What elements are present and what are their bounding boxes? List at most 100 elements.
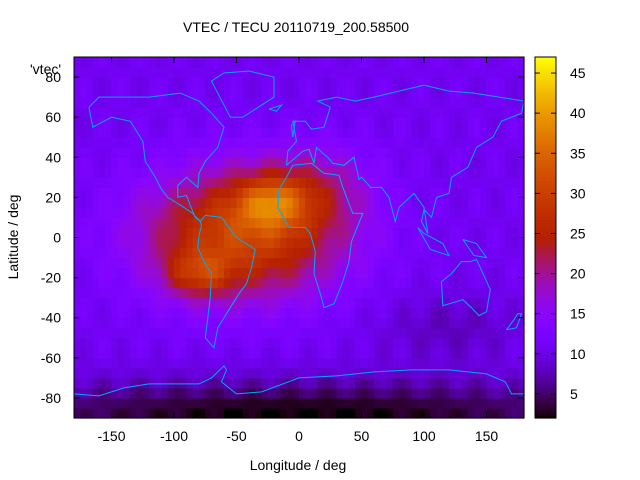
heatmap-cell: [217, 107, 225, 118]
heatmap-cell: [230, 287, 238, 299]
heatmap-cell: [174, 407, 181, 419]
heatmap-cell: [267, 57, 275, 68]
heatmap-cell: [517, 57, 525, 68]
heatmap-cell: [492, 297, 500, 309]
heatmap-cell: [117, 147, 125, 158]
heatmap-cell: [367, 277, 375, 289]
heatmap-cell: [86, 97, 94, 108]
heatmap-cell: [430, 197, 438, 209]
heatmap-cell: [499, 267, 506, 279]
heatmap-cell: [224, 157, 231, 168]
heatmap-cell: [142, 87, 150, 98]
heatmap-cell: [236, 367, 244, 379]
heatmap-cell: [149, 227, 156, 239]
heatmap-cell: [330, 237, 338, 249]
heatmap-cell: [174, 367, 181, 379]
heatmap-cell: [467, 297, 475, 309]
heatmap-cell: [74, 87, 81, 98]
heatmap-cell: [361, 237, 369, 249]
heatmap-cell: [117, 337, 125, 349]
heatmap-cell: [92, 227, 100, 239]
heatmap-cell: [455, 227, 463, 239]
heatmap-cell: [336, 167, 344, 178]
heatmap-cell: [461, 377, 469, 389]
heatmap-cell: [242, 407, 250, 419]
heatmap-cell: [130, 177, 138, 188]
heatmap-cell: [280, 137, 288, 148]
heatmap-cell: [236, 197, 244, 209]
heatmap-cell: [317, 127, 325, 138]
heatmap-cell: [167, 297, 175, 309]
heatmap-cell: [236, 127, 244, 138]
color-scale-tick-label: 5: [570, 386, 578, 402]
heatmap-cell: [199, 97, 206, 108]
heatmap-cell: [374, 67, 381, 78]
heatmap-cell: [292, 367, 300, 379]
heatmap-cell: [305, 217, 313, 229]
color-scale-step: [535, 321, 556, 326]
heatmap-cell: [299, 157, 306, 168]
heatmap-cell: [292, 57, 300, 68]
heatmap-cell: [474, 277, 481, 289]
heatmap-cell: [399, 207, 406, 219]
heatmap-cell: [86, 127, 94, 138]
heatmap-cell: [517, 157, 525, 168]
heatmap-cell: [455, 117, 463, 128]
heatmap-cell: [505, 237, 513, 249]
heatmap-cell: [511, 317, 519, 329]
heatmap-cell: [74, 207, 81, 219]
heatmap-cell: [192, 327, 200, 339]
heatmap-cell: [249, 117, 256, 128]
heatmap-cell: [142, 347, 150, 359]
heatmap-cell: [299, 377, 306, 389]
heatmap-cell: [80, 127, 88, 138]
heatmap-cell: [411, 287, 419, 299]
heatmap-cell: [374, 337, 381, 349]
heatmap-cell: [186, 237, 194, 249]
color-scale-step: [535, 324, 556, 329]
color-scale-step: [535, 153, 556, 157]
heatmap-cell: [130, 257, 138, 269]
heatmap-cell: [130, 147, 138, 158]
heatmap-cell: [380, 277, 388, 289]
color-scale-step: [535, 105, 556, 109]
heatmap-cell: [205, 287, 213, 299]
color-scale-step: [535, 90, 556, 94]
heatmap-cell: [455, 57, 463, 68]
heatmap-cell: [286, 207, 294, 219]
color-scale-step: [535, 405, 556, 410]
heatmap-cell: [174, 377, 181, 389]
heatmap-cell: [267, 207, 275, 219]
heatmap-cell: [224, 337, 231, 349]
heatmap-cell: [236, 407, 244, 419]
heatmap-cell: [361, 387, 369, 399]
heatmap-cell: [236, 177, 244, 188]
heatmap-cell: [155, 407, 163, 419]
heatmap-cell: [467, 327, 475, 339]
heatmap-cell: [192, 217, 200, 229]
heatmap-cell: [124, 117, 131, 128]
heatmap-cell: [392, 367, 400, 379]
heatmap-cell: [117, 217, 125, 229]
heatmap-cell: [230, 367, 238, 379]
heatmap-cell: [105, 227, 113, 239]
heatmap-cell: [342, 367, 350, 379]
heatmap-cell: [374, 157, 381, 168]
heatmap-cell: [180, 307, 188, 319]
heatmap-cell: [499, 97, 506, 108]
heatmap-cell: [411, 267, 419, 279]
heatmap-cell: [461, 407, 469, 419]
heatmap-cell: [511, 377, 519, 389]
heatmap-cell: [430, 147, 438, 158]
heatmap-cell: [430, 237, 438, 249]
heatmap-cell: [455, 407, 463, 419]
heatmap-cell: [286, 117, 294, 128]
heatmap-cell: [392, 377, 400, 389]
heatmap-cell: [111, 207, 119, 219]
heatmap-cell: [405, 387, 413, 399]
heatmap-cell: [167, 157, 175, 168]
heatmap-cell: [80, 87, 88, 98]
heatmap-cell: [305, 237, 313, 249]
heatmap-cell: [417, 187, 425, 198]
heatmap-cell: [211, 167, 219, 178]
